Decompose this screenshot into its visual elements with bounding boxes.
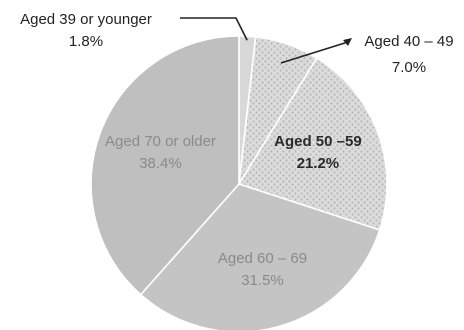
pie-slice-aged-70-or-older	[90, 35, 240, 296]
slice-label-aged-39-or-younger: Aged 39 or younger	[20, 11, 152, 28]
pie-slice-aged-50-59	[237, 56, 388, 232]
leader-line-aged-39-or-younger	[180, 17, 248, 41]
slice-value-aged-60-69: 31.5%	[241, 272, 284, 289]
slice-labels: Aged 39 or younger 1.8% Aged 40 – 49 7.0% Ag…	[20, 11, 454, 289]
slice-value-aged-40-49: 7.0%	[392, 59, 426, 76]
slice-value-aged-39-or-younger: 1.8%	[69, 33, 103, 50]
leader-arrowhead-aged-40-49	[343, 38, 352, 46]
slice-value-aged-50-59: 21.2%	[297, 155, 340, 172]
slice-label-aged-50-59: Aged 50 –59	[274, 133, 362, 150]
leader-lines	[180, 17, 352, 64]
pie-slice-aged-60-69	[139, 183, 381, 330]
slice-label-aged-40-49: Aged 40 – 49	[364, 33, 453, 50]
pie-slices	[90, 35, 388, 330]
slice-label-aged-60-69: Aged 60 – 69	[218, 250, 307, 267]
slice-label-aged-70-or-older: Aged 70 or older	[105, 133, 216, 150]
leader-line-aged-40-49	[280, 41, 349, 64]
slice-value-aged-70-or-older: 38.4%	[139, 155, 182, 172]
